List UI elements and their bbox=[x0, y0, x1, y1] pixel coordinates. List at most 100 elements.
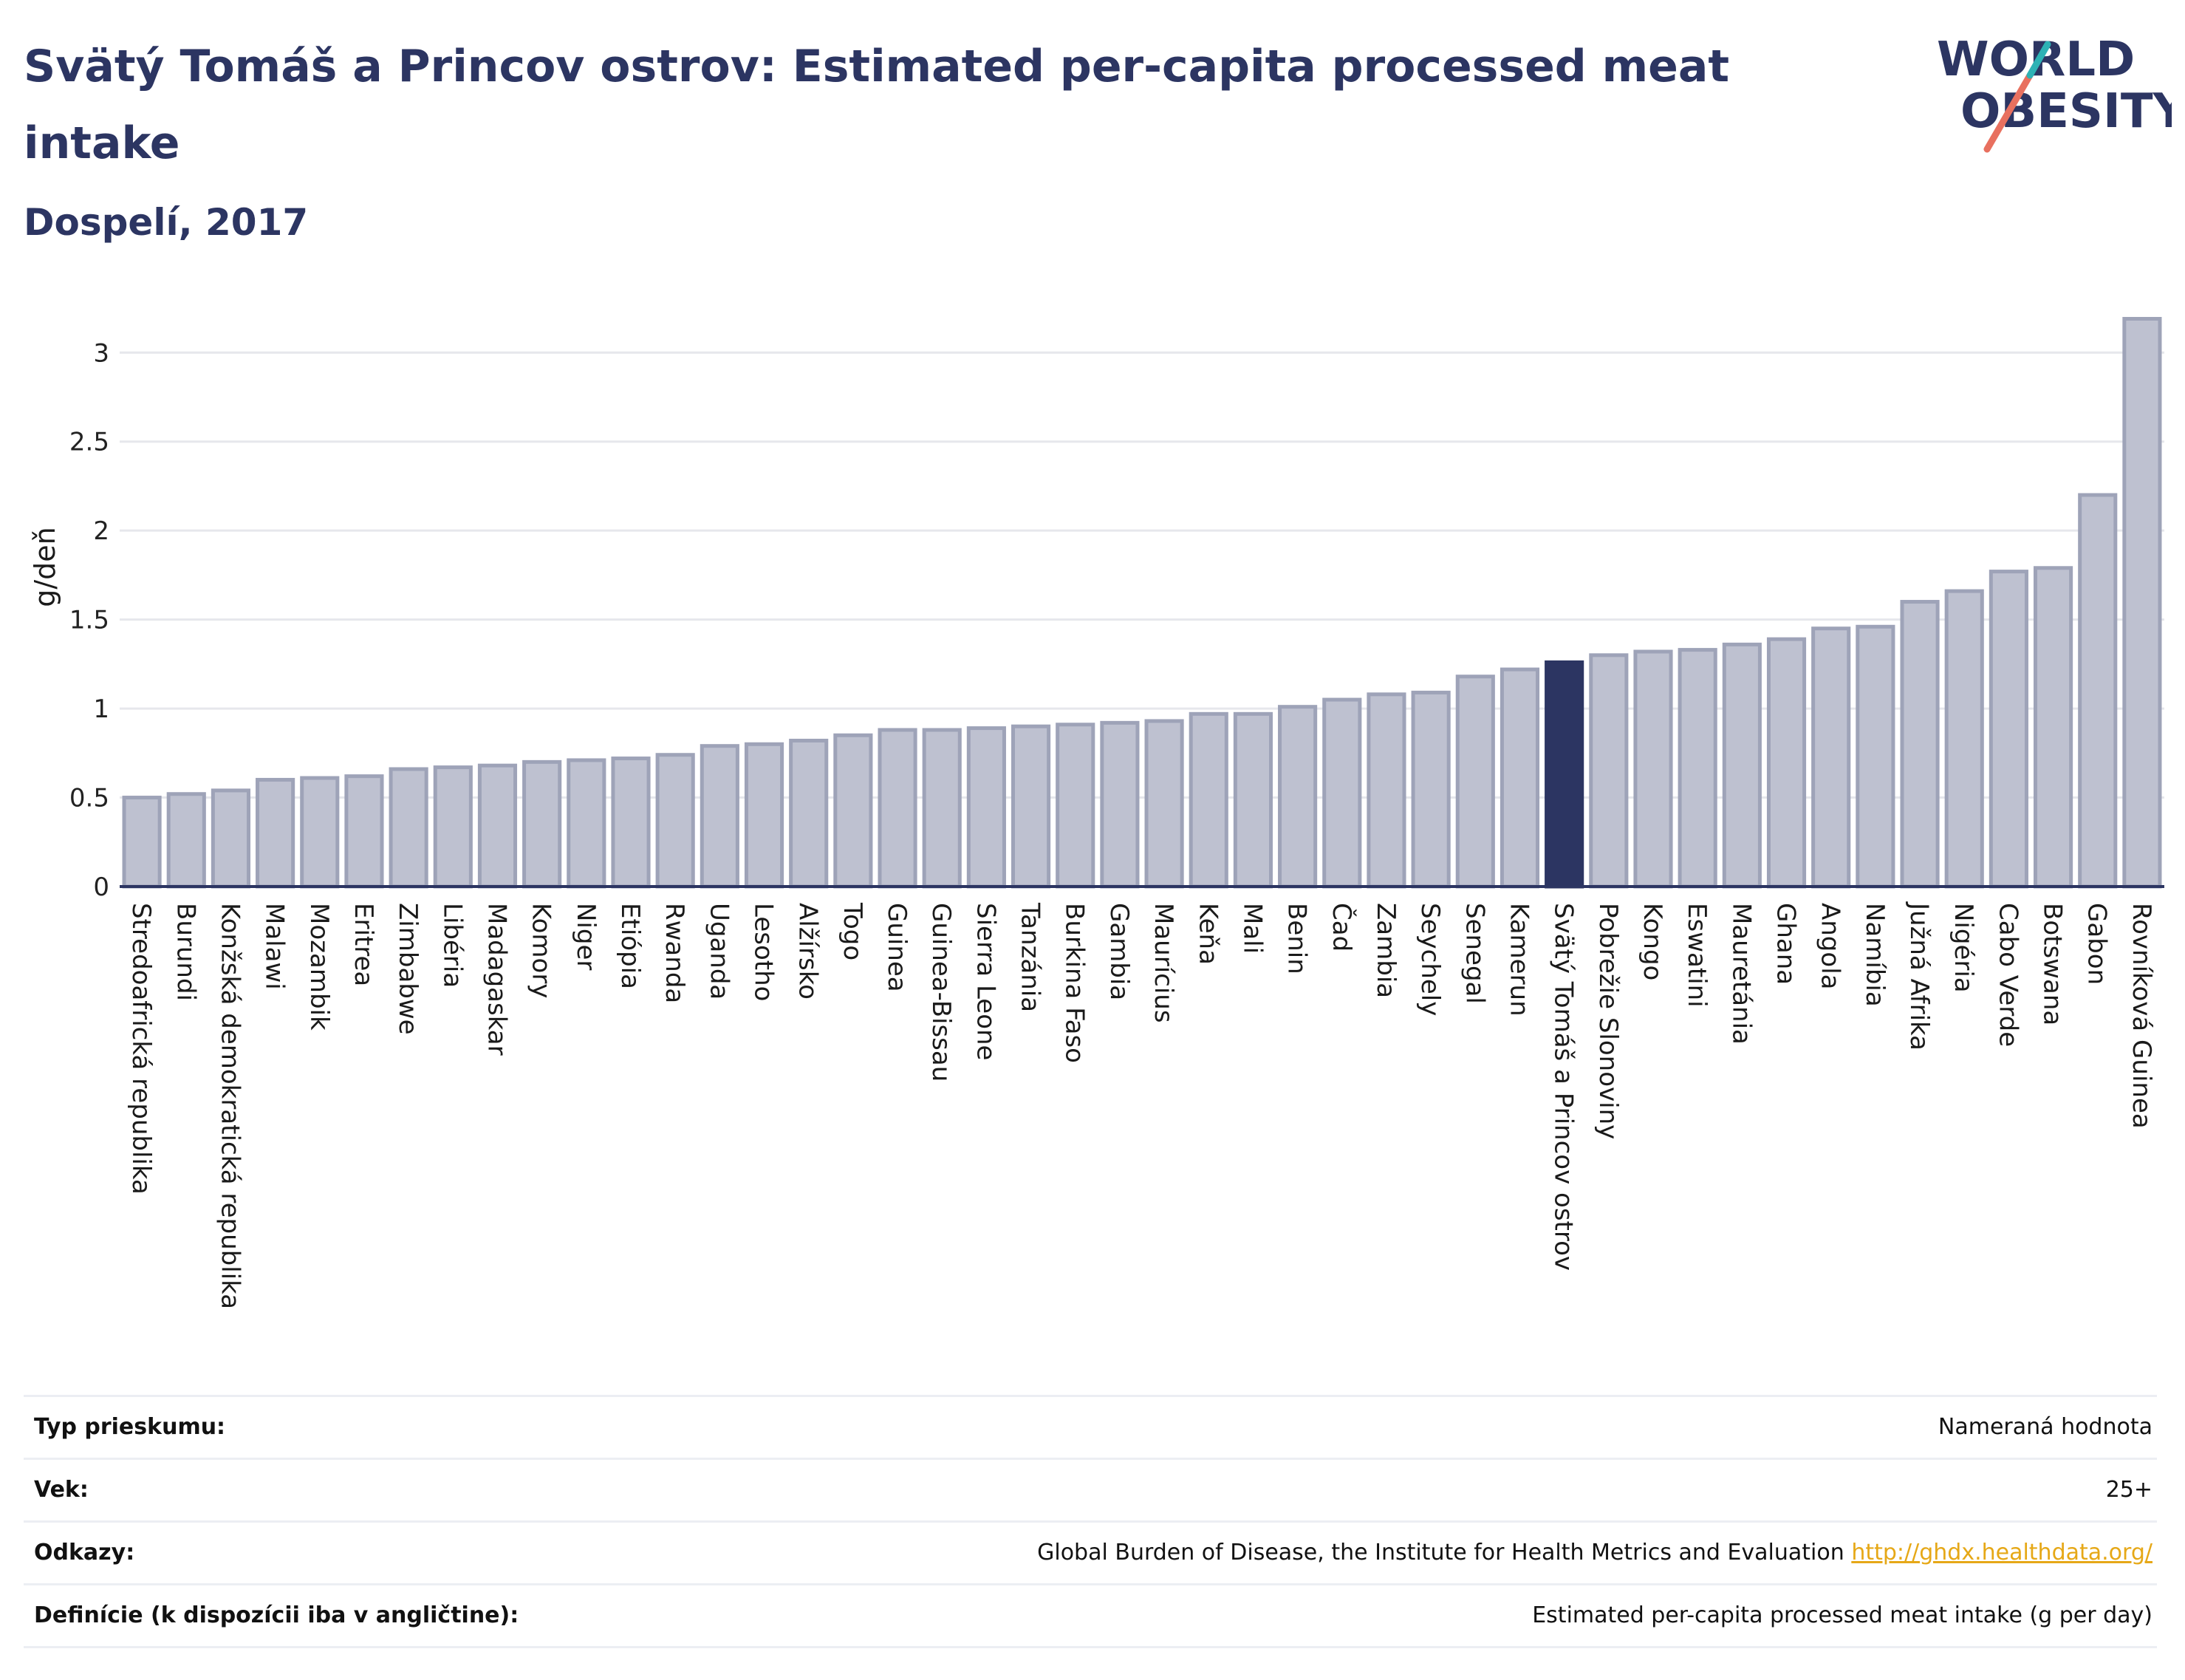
metadata-table: Typ prieskumu: Nameraná hodnota Vek: 25+… bbox=[24, 1395, 2157, 1648]
x-tick-label: Konžská demokratická republika bbox=[215, 903, 245, 1309]
bar bbox=[300, 776, 340, 889]
x-tick-label: Maurícius bbox=[1149, 903, 1178, 1023]
bar bbox=[1633, 649, 1673, 889]
bar bbox=[2122, 317, 2162, 889]
x-tick-label: Lesotho bbox=[749, 903, 779, 1001]
x-tick-label: Guinea bbox=[882, 903, 912, 992]
bar bbox=[2033, 566, 2073, 889]
x-tick-label: Eritrea bbox=[349, 903, 378, 986]
x-tick-label: Angola bbox=[1816, 903, 1845, 989]
x-tick-label: Madagaskar bbox=[482, 903, 511, 1056]
x-tick-label: Alžírsko bbox=[793, 903, 823, 1000]
bar bbox=[1678, 648, 1717, 889]
meta-value: 25+ bbox=[2105, 1477, 2152, 1503]
x-tick-label: Zambia bbox=[1371, 903, 1401, 998]
x-tick-label: Gambia bbox=[1104, 903, 1134, 1000]
x-tick-label: Benin bbox=[1282, 903, 1312, 974]
x-tick-label: Sierra Leone bbox=[971, 903, 1000, 1060]
bar bbox=[700, 744, 739, 889]
bar bbox=[522, 759, 562, 889]
bar bbox=[922, 728, 962, 889]
y-tick-label: 0.5 bbox=[69, 784, 109, 813]
bar bbox=[1100, 720, 1140, 889]
x-tick-label: Botswana bbox=[2038, 903, 2068, 1025]
x-tick-label: Namíbia bbox=[1860, 903, 1890, 1007]
bar bbox=[1455, 675, 1495, 889]
bar-chart: 0 0.5 1 1.5 2 2.5 3 Stredoafrická republika Buru… bbox=[29, 317, 2164, 1309]
x-tick-label: Tanzánia bbox=[1016, 902, 1045, 1012]
bar bbox=[477, 763, 518, 889]
bar bbox=[256, 777, 295, 889]
world-obesity-logo-image: WORLD OBESITY bbox=[1937, 33, 2185, 153]
bar bbox=[1589, 653, 1629, 889]
bar bbox=[211, 788, 251, 889]
x-tick-label: Komory bbox=[527, 903, 556, 998]
x-tick-label: Mauretánia bbox=[1726, 903, 1756, 1045]
bar bbox=[2078, 493, 2118, 889]
bar bbox=[966, 726, 1006, 889]
bar bbox=[1322, 697, 1362, 889]
bar bbox=[1811, 626, 1851, 889]
logo-slash-coral bbox=[1983, 72, 2034, 153]
y-tick-label: 2.5 bbox=[69, 428, 109, 457]
meta-row-definition: Definície (k dispozícii iba v angličtine… bbox=[24, 1583, 2157, 1648]
x-tick-label: Kongo bbox=[1638, 903, 1667, 980]
meta-key: Vek: bbox=[34, 1477, 89, 1503]
chart-title: Svätý Tomáš a Princov ostrov: Estimated … bbox=[24, 41, 1730, 169]
x-tick-label: Keňa bbox=[1193, 903, 1223, 965]
x-tick-label: Senegal bbox=[1460, 903, 1489, 1004]
x-tick-label: Eswatini bbox=[1682, 903, 1712, 1008]
x-tick-label: Ghana bbox=[1771, 903, 1801, 985]
logo-slash-teal bbox=[2026, 41, 2051, 79]
world-obesity-logo: WORLD OBESITY bbox=[1935, 24, 2185, 157]
meta-row-references: Odkazy: Global Burden of Disease, the In… bbox=[24, 1520, 2157, 1583]
meta-row-survey-type: Typ prieskumu: Nameraná hodnota bbox=[24, 1395, 2157, 1458]
reference-link[interactable]: http://ghdx.healthdata.org/ bbox=[1851, 1540, 2152, 1565]
chart-subtitle: Dospelí, 2017 bbox=[24, 201, 309, 244]
bar bbox=[744, 742, 784, 889]
bar bbox=[1856, 624, 1895, 889]
x-tick-label: Južná Afrika bbox=[1904, 901, 1934, 1051]
x-tick-label: Mozambik bbox=[304, 903, 334, 1031]
x-tick-label: Rwanda bbox=[660, 903, 689, 1003]
meta-key: Definície (k dispozícii iba v angličtine… bbox=[34, 1602, 519, 1628]
bar bbox=[1278, 705, 1318, 889]
x-tick-label: Libéria bbox=[437, 903, 467, 988]
x-tick-label: Etiópia bbox=[615, 903, 645, 989]
reference-source: Global Burden of Disease, the Institute … bbox=[1037, 1540, 1844, 1565]
x-tick-label: Mali bbox=[1237, 903, 1267, 954]
bar bbox=[611, 757, 651, 889]
bars bbox=[122, 317, 2162, 889]
meta-row-age: Vek: 25+ bbox=[24, 1458, 2157, 1520]
bar bbox=[166, 792, 206, 889]
bar bbox=[1189, 711, 1228, 889]
bar bbox=[1944, 589, 1984, 889]
tick-labels: 0 0.5 1 1.5 2 2.5 3 Stredoafrická republika Buru… bbox=[29, 338, 2156, 1309]
y-tick-label: 0 bbox=[93, 873, 109, 902]
x-tick-label: Kamerun bbox=[1504, 903, 1533, 1017]
y-tick-label: 1 bbox=[93, 694, 109, 724]
x-tick-label: Malawi bbox=[260, 903, 290, 990]
bar bbox=[1722, 642, 1762, 889]
bar bbox=[1900, 600, 1940, 889]
meta-key: Typ prieskumu: bbox=[34, 1414, 226, 1440]
y-tick-label: 1.5 bbox=[69, 606, 109, 635]
bar bbox=[344, 774, 384, 889]
bar bbox=[389, 767, 428, 889]
y-tick-label: 2 bbox=[93, 516, 109, 546]
bar bbox=[433, 765, 473, 889]
bar bbox=[1500, 667, 1540, 889]
x-tick-label: Burkina Faso bbox=[1060, 903, 1090, 1063]
bar bbox=[1144, 719, 1184, 889]
bar bbox=[789, 738, 829, 889]
y-tick-label: 3 bbox=[93, 338, 109, 368]
x-tick-label: Burundi bbox=[171, 903, 200, 1001]
x-tick-label: Niger bbox=[571, 903, 601, 970]
meta-value: Estimated per-capita processed meat inta… bbox=[1532, 1602, 2152, 1628]
bar bbox=[655, 753, 695, 889]
x-tick-label: Guinea-Bissau bbox=[926, 903, 956, 1082]
bar bbox=[833, 733, 873, 889]
bar bbox=[1233, 711, 1273, 889]
x-tick-label: Gabon bbox=[2082, 903, 2112, 985]
bar bbox=[122, 796, 162, 889]
